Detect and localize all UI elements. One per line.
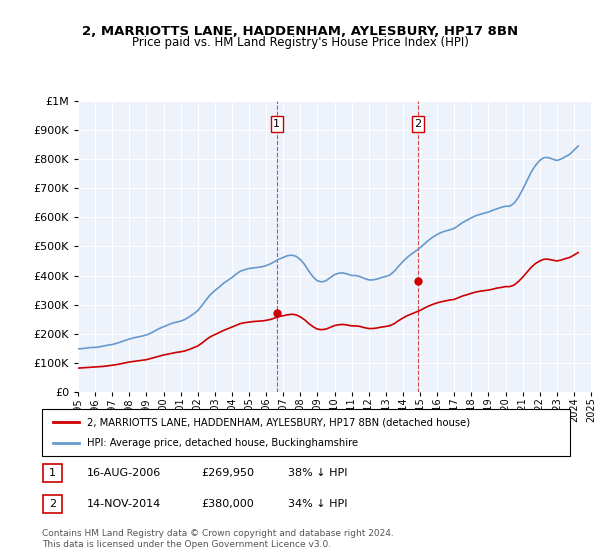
- Text: Contains HM Land Registry data © Crown copyright and database right 2024.
This d: Contains HM Land Registry data © Crown c…: [42, 529, 394, 549]
- Text: 1: 1: [49, 468, 56, 478]
- FancyBboxPatch shape: [42, 409, 570, 456]
- Text: £380,000: £380,000: [201, 499, 254, 509]
- Text: 2: 2: [49, 499, 56, 509]
- Text: 16-AUG-2006: 16-AUG-2006: [87, 468, 161, 478]
- Text: 1: 1: [273, 119, 280, 129]
- Text: 38% ↓ HPI: 38% ↓ HPI: [288, 468, 347, 478]
- Text: 34% ↓ HPI: 34% ↓ HPI: [288, 499, 347, 509]
- Text: £269,950: £269,950: [201, 468, 254, 478]
- Text: 2, MARRIOTTS LANE, HADDENHAM, AYLESBURY, HP17 8BN: 2, MARRIOTTS LANE, HADDENHAM, AYLESBURY,…: [82, 25, 518, 38]
- Text: 14-NOV-2014: 14-NOV-2014: [87, 499, 161, 509]
- Text: 2: 2: [415, 119, 421, 129]
- FancyBboxPatch shape: [43, 464, 62, 482]
- Text: 2, MARRIOTTS LANE, HADDENHAM, AYLESBURY, HP17 8BN (detached house): 2, MARRIOTTS LANE, HADDENHAM, AYLESBURY,…: [87, 417, 470, 427]
- Text: Price paid vs. HM Land Registry's House Price Index (HPI): Price paid vs. HM Land Registry's House …: [131, 36, 469, 49]
- Text: HPI: Average price, detached house, Buckinghamshire: HPI: Average price, detached house, Buck…: [87, 438, 358, 448]
- FancyBboxPatch shape: [43, 495, 62, 513]
